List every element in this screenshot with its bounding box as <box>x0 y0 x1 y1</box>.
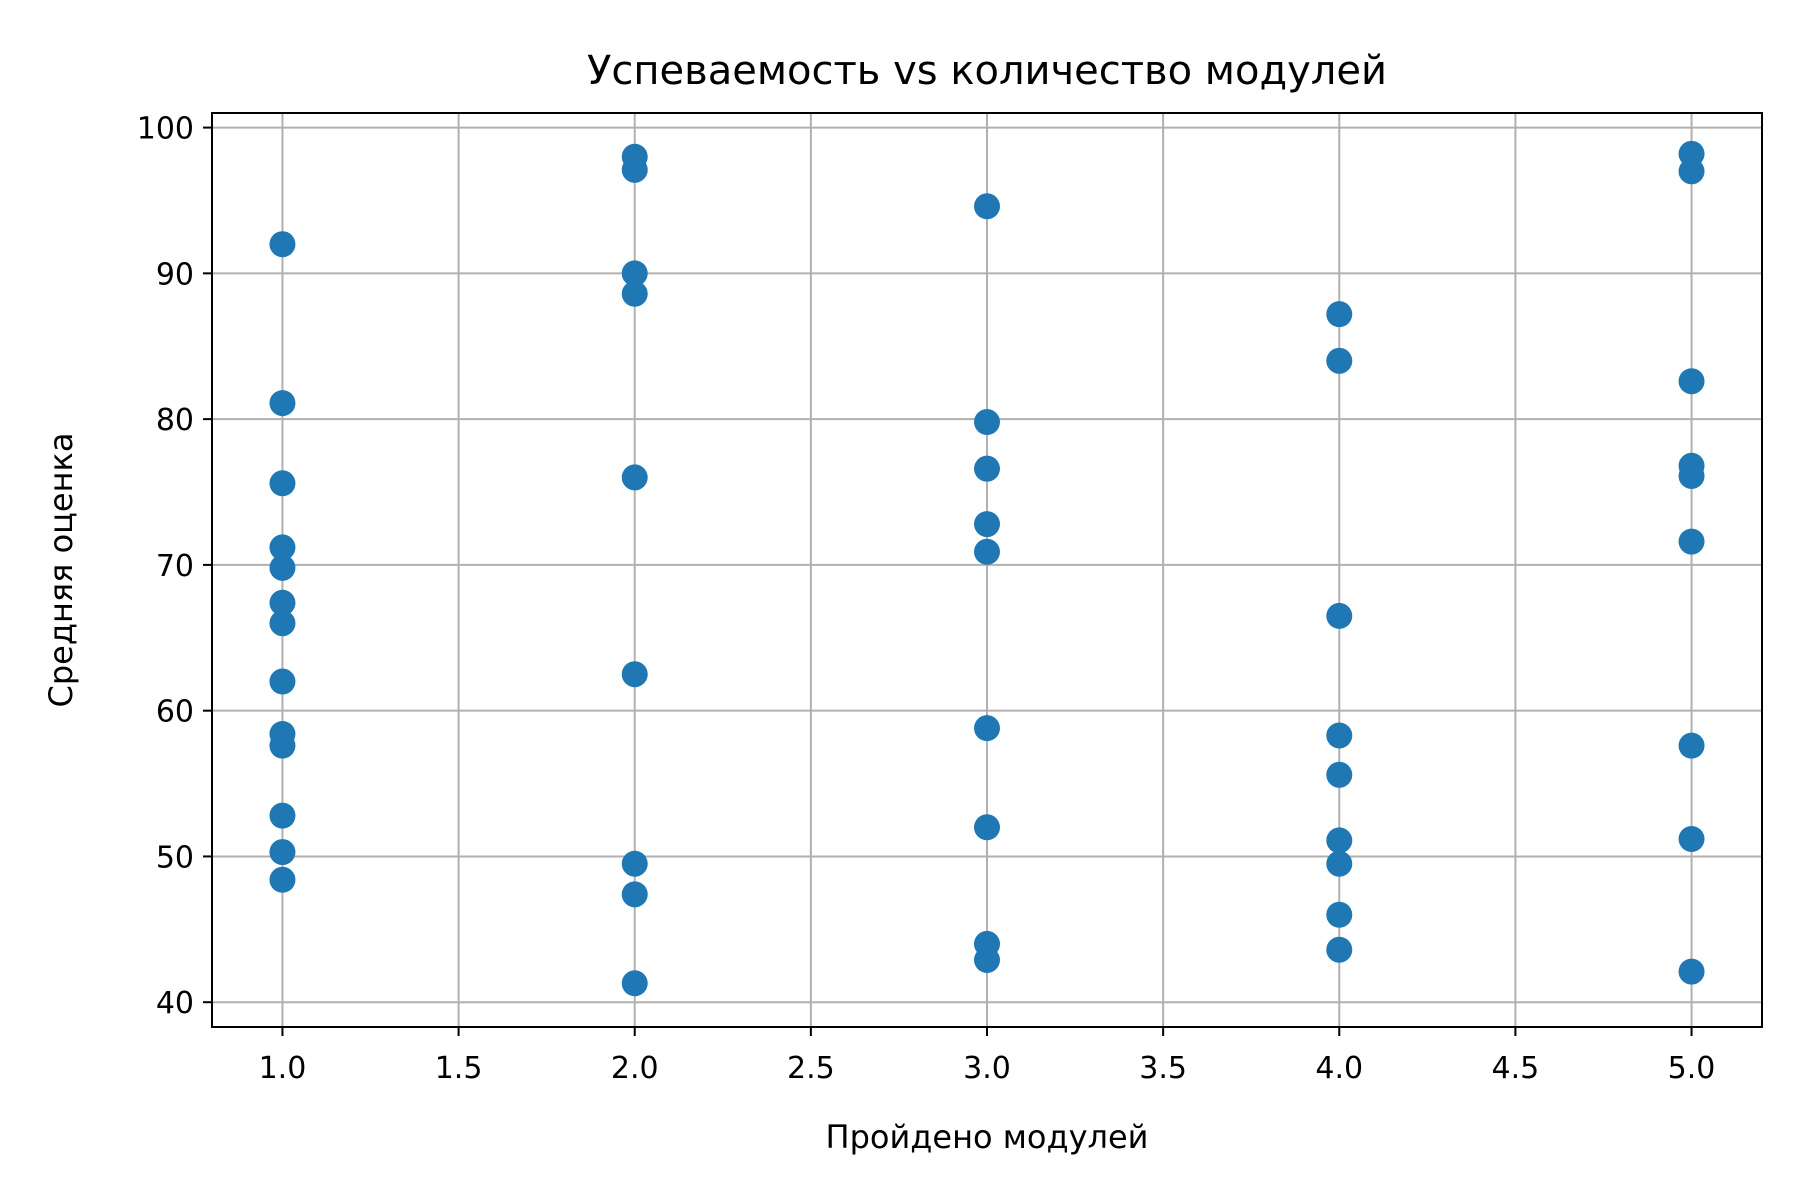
data-point <box>1326 901 1353 928</box>
data-point <box>1678 825 1705 852</box>
data-point <box>269 470 296 497</box>
data-point <box>1678 462 1705 489</box>
data-point <box>1326 301 1353 328</box>
x-tick-label: 4.0 <box>1315 1051 1363 1086</box>
data-point <box>1326 761 1353 788</box>
y-tick-label: 100 <box>137 112 194 147</box>
y-axis-label: Средняя оценка <box>42 433 80 708</box>
x-axis-label: Пройдено модулей <box>826 1118 1149 1156</box>
y-tick-label: 90 <box>156 257 194 292</box>
data-point <box>1326 936 1353 963</box>
data-point <box>1326 827 1353 854</box>
x-tick-label: 5.0 <box>1668 1051 1716 1086</box>
data-point <box>269 866 296 893</box>
data-point <box>621 970 648 997</box>
data-points <box>269 140 1705 997</box>
data-point <box>1678 958 1705 985</box>
data-point <box>974 946 1000 973</box>
data-point <box>269 390 296 417</box>
data-point <box>1678 158 1705 185</box>
data-point <box>1326 850 1353 877</box>
data-point <box>974 715 1000 742</box>
x-tick-label: 1.5 <box>435 1051 483 1086</box>
x-tick-label: 3.5 <box>1139 1051 1187 1086</box>
data-point <box>621 280 648 307</box>
data-point <box>269 839 296 866</box>
data-point <box>621 661 648 688</box>
data-point <box>974 455 1000 482</box>
data-point <box>269 668 296 695</box>
y-tick-label: 70 <box>156 549 194 584</box>
data-point <box>269 732 296 759</box>
data-point <box>621 881 648 908</box>
data-point <box>269 610 296 637</box>
y-tick-label: 40 <box>156 986 194 1021</box>
data-point <box>974 409 1000 436</box>
data-point <box>269 802 296 829</box>
data-point <box>269 589 296 616</box>
y-tick-label: 60 <box>156 695 194 730</box>
data-point <box>621 260 648 287</box>
data-point <box>269 554 296 581</box>
chart-title: Успеваемость vs количество модулей <box>587 48 1387 94</box>
data-point <box>1678 732 1705 759</box>
data-point <box>269 231 296 258</box>
ticks: 1.0 1.5 2.0 2.5 3.0 3.5 4.0 4.5 5.0 40 50 60 70 80 90 1… <box>137 112 1716 1086</box>
data-point <box>1678 528 1705 555</box>
data-point <box>1326 347 1353 374</box>
data-point <box>974 193 1000 220</box>
data-point <box>1326 602 1353 629</box>
data-point <box>621 156 648 183</box>
data-point <box>621 850 648 877</box>
data-point <box>1678 368 1705 395</box>
x-tick-label: 3.0 <box>963 1051 1011 1086</box>
y-tick-label: 80 <box>156 403 194 438</box>
x-tick-label: 4.5 <box>1492 1051 1540 1086</box>
data-point <box>1326 722 1353 749</box>
data-point <box>269 534 296 561</box>
data-point <box>974 511 1000 538</box>
data-point <box>974 814 1000 841</box>
x-tick-label: 1.0 <box>259 1051 307 1086</box>
x-tick-label: 2.0 <box>611 1051 659 1086</box>
data-point <box>974 538 1000 565</box>
x-tick-label: 2.5 <box>787 1051 835 1086</box>
data-point <box>621 464 648 491</box>
y-tick-label: 50 <box>156 840 194 875</box>
